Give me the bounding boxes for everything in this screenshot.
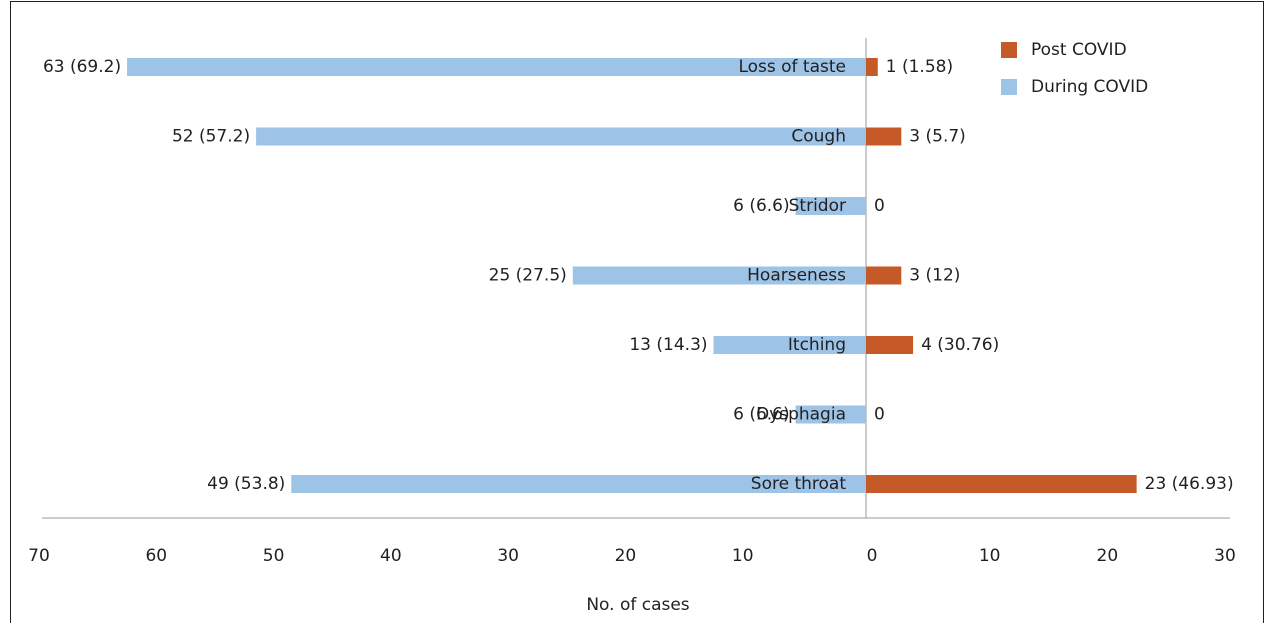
legend-label: During COVID xyxy=(1031,77,1148,97)
value-label: 6 (6.6) xyxy=(733,196,790,216)
category-label: Dysphagia xyxy=(756,405,846,425)
x-axis-label: No. of cases xyxy=(586,595,689,615)
legend-swatch xyxy=(1001,42,1017,58)
bar xyxy=(713,336,866,354)
bar xyxy=(572,266,866,285)
category-label: Hoarseness xyxy=(747,266,846,286)
value-label: 3 (5.7) xyxy=(909,127,966,147)
bar xyxy=(127,58,867,76)
bar xyxy=(795,197,866,215)
x-tick-label: 10 xyxy=(732,546,754,566)
bar xyxy=(795,405,866,424)
x-tick-label: 30 xyxy=(1214,546,1236,566)
bar xyxy=(866,127,902,146)
x-tick-label: 20 xyxy=(1097,546,1119,566)
category-label: Sore throat xyxy=(751,474,847,494)
legend-swatch xyxy=(1001,79,1017,95)
value-label: 4 (30.76) xyxy=(921,335,999,355)
x-tick-label: 20 xyxy=(615,546,637,566)
x-tick-label: 50 xyxy=(263,546,285,566)
value-label: 1 (1.58) xyxy=(886,57,953,77)
value-label: 13 (14.3) xyxy=(629,335,707,355)
bar xyxy=(256,127,867,146)
bar xyxy=(866,475,1137,493)
value-label: 63 (69.2) xyxy=(43,57,121,77)
frame xyxy=(10,1,1264,623)
bar xyxy=(291,475,866,493)
x-tick-label: 30 xyxy=(497,546,519,566)
bar xyxy=(866,58,878,76)
bar xyxy=(866,266,902,285)
x-tick-label: 40 xyxy=(380,546,402,566)
x-tick-label: 60 xyxy=(145,546,167,566)
bar xyxy=(866,336,914,354)
value-label: 0 xyxy=(874,196,885,216)
value-label: 3 (12) xyxy=(909,266,960,286)
value-label: 25 (27.5) xyxy=(489,266,567,286)
legend-label: Post COVID xyxy=(1031,40,1127,60)
category-label: Loss of taste xyxy=(738,57,846,77)
category-label: Cough xyxy=(791,127,846,147)
value-label: 0 xyxy=(874,405,885,425)
value-label: 52 (57.2) xyxy=(172,127,250,147)
x-tick-label: 70 xyxy=(28,546,50,566)
category-label: Itching xyxy=(788,335,846,355)
value-label: 23 (46.93) xyxy=(1145,474,1234,494)
x-tick-label: 10 xyxy=(979,546,1001,566)
value-label: 49 (53.8) xyxy=(207,474,285,494)
category-label: Stridor xyxy=(789,196,846,216)
value-label: 6 (6.6) xyxy=(733,405,790,425)
x-tick-label: 0 xyxy=(867,546,878,566)
